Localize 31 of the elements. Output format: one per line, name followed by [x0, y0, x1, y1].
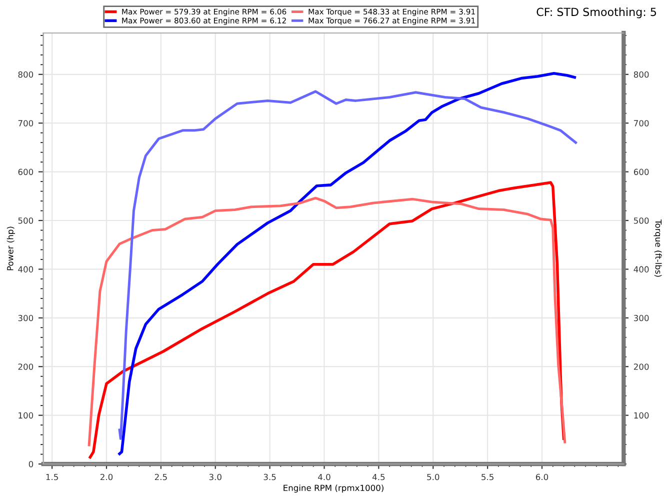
- x-tick-label: 1.5: [46, 474, 58, 480]
- x-tick-label: 2.0: [100, 474, 113, 480]
- y-axis-title: Power (hp): [6, 226, 15, 270]
- text: CF: STD Smoothing: 5: [536, 8, 656, 18]
- y2-tick-label: 200: [634, 364, 649, 370]
- y2-tick-label: 700: [634, 120, 649, 126]
- x-tick-label: 5.0: [427, 474, 440, 480]
- y-tick-label: 100: [18, 412, 34, 419]
- y2-tick-label: 300: [634, 314, 649, 322]
- y2-tick-label: 800: [634, 71, 649, 78]
- x-tick-label: 3.5: [264, 474, 276, 480]
- y-tick-label: 300: [18, 314, 34, 322]
- y-tick-label: 200: [18, 364, 34, 370]
- y-tick-label: 0: [28, 460, 34, 468]
- x-axis-title: Engine RPM (rpmx1000): [284, 484, 384, 493]
- x-tick-label: 2.5: [154, 474, 167, 480]
- y-tick-label: 400: [18, 266, 34, 272]
- y-tick-label: 500: [18, 217, 34, 224]
- x-tick-label: 3.0: [209, 474, 222, 480]
- y-tick-label: 800: [18, 71, 34, 78]
- x-tick-label: 6.0: [536, 474, 548, 480]
- x-tick-label: 5.5: [482, 474, 494, 480]
- y2-tick-label: 600: [634, 168, 649, 176]
- y2-tick-label: 400: [634, 266, 649, 272]
- x-tick-label: 4.0: [318, 474, 330, 480]
- y2-tick-label: 100: [634, 412, 649, 419]
- y-tick-label: 600: [18, 168, 34, 176]
- y-tick-label: 700: [18, 120, 34, 126]
- y2-tick-label: 500: [634, 217, 649, 224]
- y2-axis-title: Torque (ft-lbs): [654, 220, 662, 277]
- x-tick-label: 4.5: [372, 474, 385, 480]
